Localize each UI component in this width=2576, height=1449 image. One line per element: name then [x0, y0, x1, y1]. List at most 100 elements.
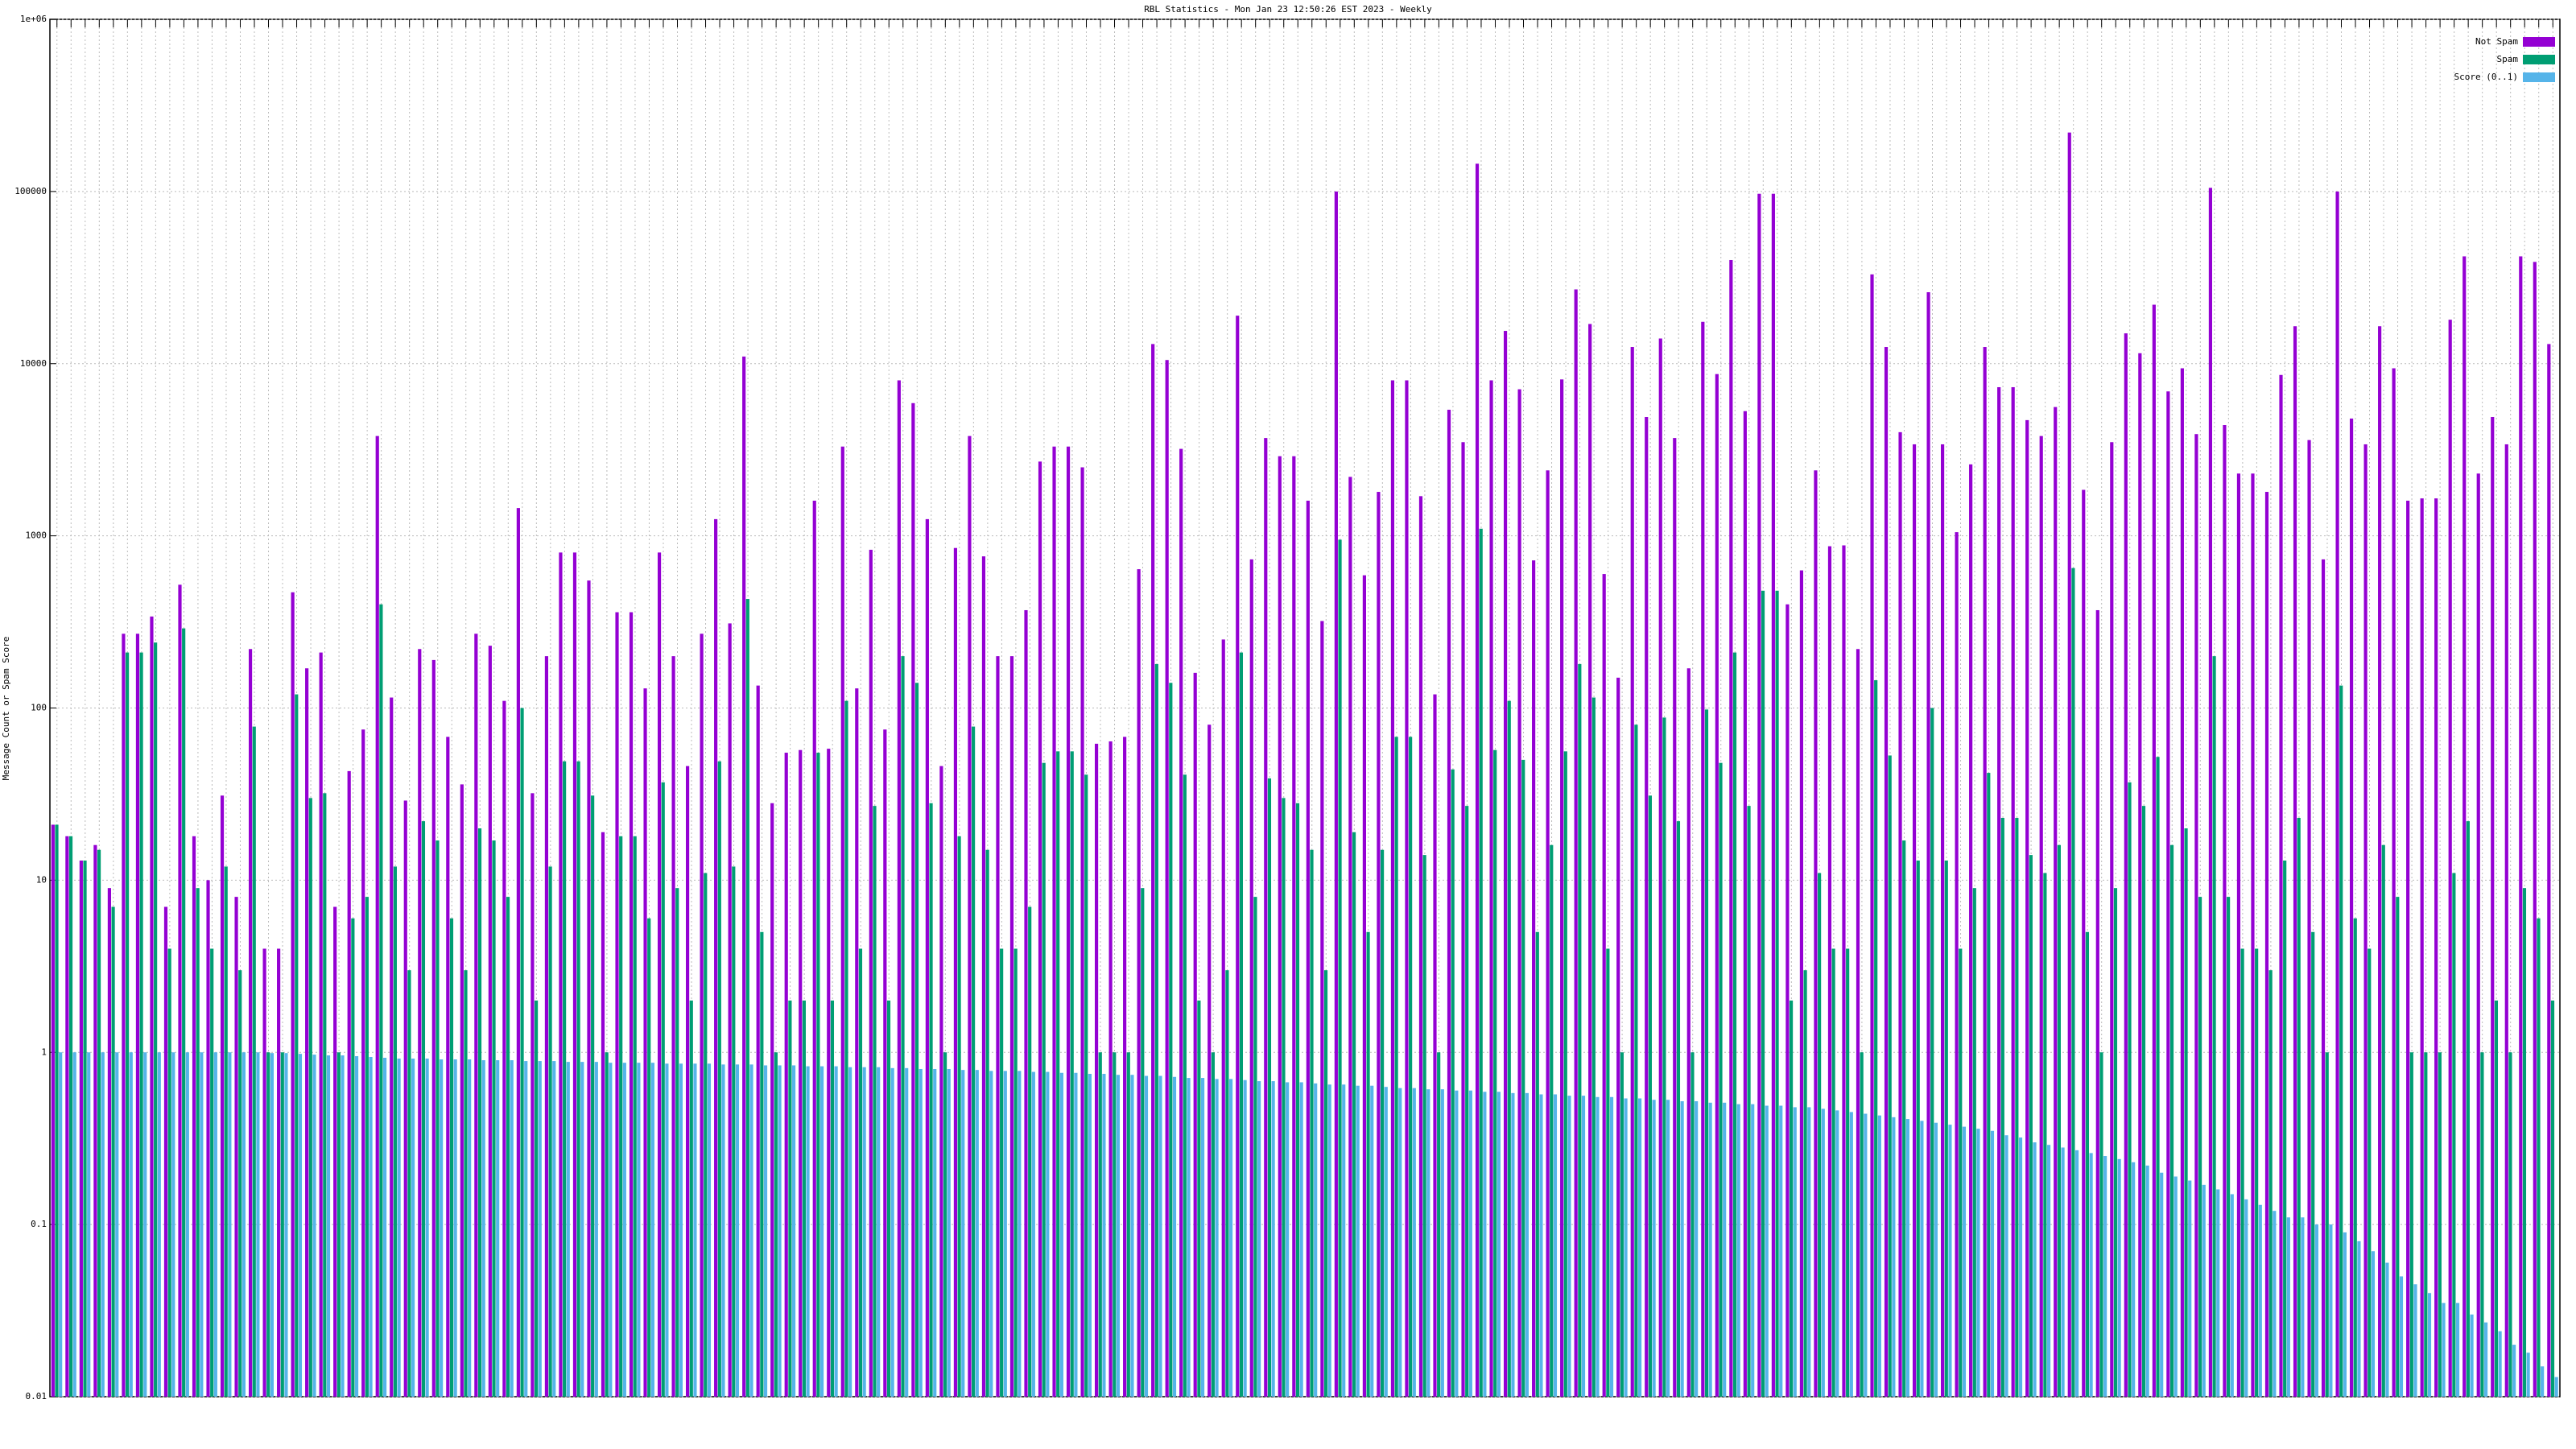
bar	[460, 784, 464, 1397]
bar	[1775, 590, 1779, 1397]
bar	[2293, 326, 2297, 1397]
bar	[2264, 492, 2269, 1397]
bar	[1320, 621, 1324, 1397]
bar	[1362, 575, 1366, 1397]
bar	[431, 659, 436, 1397]
bar	[2156, 757, 2160, 1397]
bar	[1835, 1110, 1839, 1397]
bar	[2283, 861, 2287, 1397]
bar	[1827, 546, 1832, 1397]
bar	[858, 948, 863, 1397]
bar	[323, 793, 327, 1397]
bar	[192, 836, 196, 1397]
bar	[2314, 1224, 2318, 1397]
bar	[2244, 1199, 2248, 1397]
bar	[1959, 948, 1963, 1397]
bar	[101, 1052, 105, 1397]
bar	[115, 1052, 119, 1397]
bar	[1059, 1072, 1063, 1397]
bar	[1193, 672, 1197, 1397]
bar	[594, 1062, 598, 1397]
bar	[1818, 873, 1822, 1397]
bar	[2160, 1172, 2164, 1397]
bar	[496, 1060, 500, 1397]
bar	[1955, 532, 1959, 1397]
bar	[295, 694, 299, 1397]
bar	[2128, 782, 2132, 1397]
bar	[361, 729, 365, 1397]
bar	[2409, 1052, 2413, 1397]
bar	[242, 1052, 246, 1397]
bar	[213, 1052, 217, 1397]
bar	[1165, 360, 1169, 1397]
bar	[2381, 844, 2385, 1397]
bar	[2085, 931, 2090, 1397]
bar	[1141, 888, 1145, 1397]
bar	[1789, 1000, 1794, 1397]
bar	[689, 1000, 693, 1397]
bar	[1912, 444, 1917, 1397]
bar	[2124, 333, 2128, 1397]
bar	[1658, 338, 1662, 1397]
chart-title: RBL Statistics - Mon Jan 23 12:50:26 EST…	[1144, 4, 1432, 14]
bar	[256, 1052, 260, 1397]
bar	[2427, 1293, 2432, 1397]
bar	[2000, 818, 2004, 1397]
bar	[1123, 737, 1127, 1397]
y-tick-label: 1	[41, 1046, 47, 1057]
bar	[1574, 289, 1578, 1397]
bar	[890, 1067, 894, 1397]
bar	[488, 646, 492, 1397]
bar	[1108, 741, 1113, 1397]
bar	[1348, 477, 1352, 1397]
bar	[2357, 1241, 2361, 1397]
bar	[1987, 773, 1991, 1397]
bar	[79, 861, 83, 1397]
bar	[1814, 470, 1818, 1397]
bar	[1126, 1052, 1130, 1397]
bar	[1944, 861, 1948, 1397]
bar	[1381, 849, 1385, 1397]
bar	[1465, 806, 1469, 1397]
bar	[1761, 590, 1765, 1397]
bar	[572, 552, 577, 1397]
bar	[440, 1059, 444, 1397]
bar	[714, 518, 718, 1397]
bar	[1560, 379, 1564, 1397]
bar	[1299, 1082, 1303, 1397]
bar	[220, 795, 225, 1397]
bar	[1489, 380, 1493, 1397]
bar	[2141, 806, 2146, 1397]
bar	[171, 1052, 175, 1397]
legend-swatch	[2523, 72, 2555, 82]
bar	[1239, 652, 1244, 1397]
bar	[1187, 1078, 1191, 1397]
bar	[1983, 347, 1987, 1397]
bar	[622, 1063, 626, 1397]
bar	[1009, 656, 1014, 1397]
bar	[1616, 677, 1620, 1397]
bar	[1849, 1112, 1853, 1397]
bar	[1652, 1100, 1656, 1397]
bar	[1926, 291, 1930, 1397]
bar	[2396, 897, 2400, 1397]
bar	[1976, 1129, 1980, 1397]
bar	[336, 1052, 341, 1397]
bar	[877, 1067, 881, 1397]
bar	[968, 436, 972, 1397]
legend-label: Score (0..1)	[2454, 72, 2518, 82]
bar	[2413, 1284, 2417, 1397]
bar	[1596, 1096, 1600, 1397]
bar	[2533, 262, 2537, 1397]
bar	[816, 753, 820, 1397]
bar	[538, 1061, 542, 1397]
bar	[1743, 411, 1747, 1397]
bar	[530, 793, 535, 1397]
bar	[1609, 1096, 1614, 1397]
bar	[308, 798, 312, 1397]
bar	[2015, 818, 2019, 1397]
bar	[1151, 344, 1155, 1397]
bar	[1200, 1078, 1205, 1397]
bar	[407, 970, 411, 1397]
bar	[2424, 1052, 2428, 1397]
